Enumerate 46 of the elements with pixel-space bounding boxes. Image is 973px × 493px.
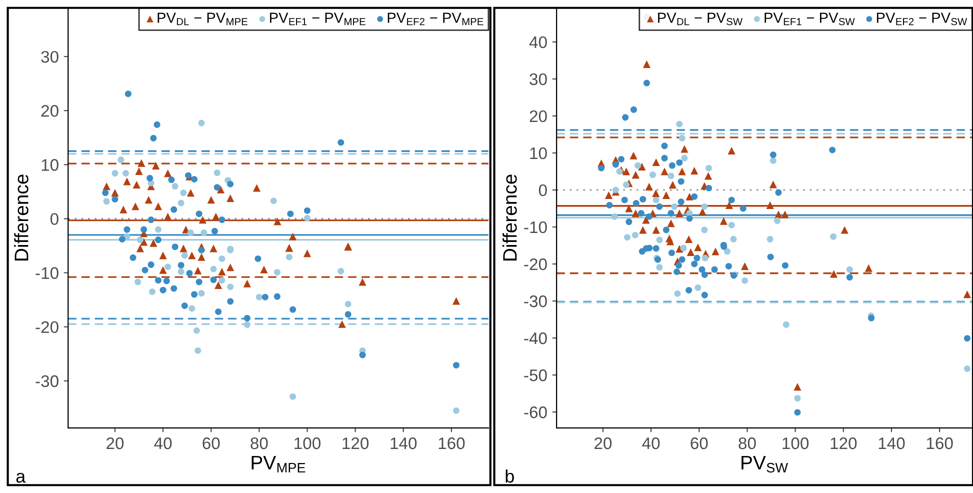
x-tick-label: 20 [594,437,612,450]
y-tick-label: 30 [41,50,58,63]
x-tick-label: 140 [878,437,905,450]
x-tick-label: 40 [154,437,172,450]
y-tick-label: -30 [524,295,547,308]
legend-label: PV$_{EF1}$ − PV$_{MPE}$ [270,12,366,26]
x-tick-label: 160 [926,437,953,450]
legend-label: PV$_{DL}$ − PV$_{SW}$ [658,12,743,26]
y-tick-label: -50 [524,369,547,382]
y-tick-label: 30 [530,73,547,86]
x-tick-label: 80 [738,437,756,450]
text: a [16,472,26,483]
y-axis-title: Difference [14,174,28,260]
x-axis-title: PV$_{SW}$ [742,456,788,473]
y-tick-label: 20 [530,110,547,122]
y-tick-label: -30 [36,375,58,388]
text: b [506,469,514,483]
x-tick-label: 140 [390,437,417,450]
y-tick-label: 40 [529,36,547,48]
y-tick-label: 10 [530,147,547,160]
legend-label: PV$_{EF1}$ − PV$_{SW}$ [764,12,855,26]
y-tick-label: 20 [41,105,58,117]
y-tick-label: 0 [538,184,547,196]
legend-label: PV$_{EF2}$ − PV$_{SW}$ [876,12,968,26]
x-tick-label: 60 [202,437,220,450]
y-tick-label: 10 [42,159,58,171]
y-tick-label: -20 [36,321,58,334]
x-tick-label: 40 [642,437,660,450]
y-tick-label: -20 [524,258,547,270]
x-tick-label: 120 [830,437,857,450]
x-tick-label: 160 [438,437,465,450]
y-tick-label: -10 [524,221,547,234]
legend-label: PV$_{DL}$ − PV$_{MPE}$ [158,12,248,26]
x-axis-title: PV$_{MPE}$ [252,456,306,472]
x-tick-label: 60 [690,437,708,450]
y-tick-label: 0 [50,213,58,225]
y-tick-label: -40 [524,332,547,344]
x-tick-label: 120 [342,437,369,450]
y-axis-title: Difference [502,174,517,260]
x-tick-label: 80 [250,437,268,450]
x-tick-label: 20 [106,437,124,450]
y-tick-label: -60 [524,406,547,418]
legend-label: PV$_{EF2}$ − PV$_{MPE}$ [388,12,484,26]
y-tick-label: -10 [36,267,58,279]
x-tick-label: 100 [294,437,320,450]
x-tick-label: 100 [782,437,809,450]
